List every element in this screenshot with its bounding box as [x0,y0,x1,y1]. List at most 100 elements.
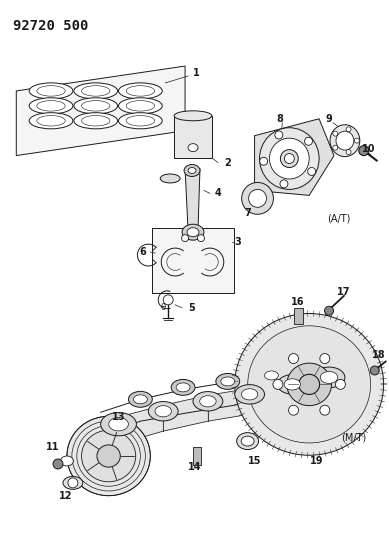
Polygon shape [250,378,292,414]
Circle shape [289,405,298,415]
Ellipse shape [313,367,345,388]
Polygon shape [185,168,200,230]
Circle shape [320,353,330,364]
Ellipse shape [305,368,319,377]
Polygon shape [163,395,208,431]
Text: 9: 9 [326,114,333,124]
Circle shape [324,306,333,315]
Ellipse shape [235,313,384,455]
Ellipse shape [60,456,74,466]
Polygon shape [119,405,163,444]
Ellipse shape [320,372,338,383]
Bar [174,116,212,158]
Ellipse shape [126,101,154,111]
Text: (A/T): (A/T) [327,213,350,223]
Text: 11: 11 [46,442,60,452]
Circle shape [260,157,268,165]
Ellipse shape [248,326,371,443]
Circle shape [346,150,351,155]
Ellipse shape [237,433,259,449]
Ellipse shape [235,385,265,404]
Ellipse shape [63,477,83,489]
Polygon shape [208,389,250,421]
Ellipse shape [176,383,190,392]
Bar [294,308,303,324]
Text: 15: 15 [248,456,261,466]
Ellipse shape [336,131,354,150]
Ellipse shape [284,154,294,164]
Circle shape [333,145,338,150]
Ellipse shape [82,101,110,111]
Text: 92720 500: 92720 500 [13,19,89,33]
Ellipse shape [280,150,298,167]
Text: 7: 7 [244,208,251,219]
Text: 3: 3 [234,237,241,247]
Circle shape [346,127,351,132]
Ellipse shape [128,391,152,407]
Ellipse shape [200,395,216,407]
Ellipse shape [174,111,212,121]
Circle shape [335,379,345,389]
Circle shape [53,459,63,469]
Ellipse shape [29,98,73,114]
Circle shape [333,131,338,136]
Ellipse shape [277,375,307,394]
Text: 17: 17 [337,287,350,297]
Circle shape [163,295,173,305]
Ellipse shape [82,116,110,126]
Circle shape [370,366,379,375]
Ellipse shape [265,371,279,380]
Text: θ: θ [161,303,166,312]
Text: 2: 2 [224,158,231,167]
Text: 12: 12 [59,491,73,501]
Ellipse shape [119,83,162,99]
Ellipse shape [133,395,147,404]
Text: 14: 14 [188,462,202,472]
Text: 19: 19 [310,456,324,466]
Ellipse shape [270,138,309,179]
Ellipse shape [160,174,180,183]
Polygon shape [292,371,329,404]
Ellipse shape [216,374,240,389]
Ellipse shape [188,167,196,173]
Polygon shape [16,66,185,156]
Circle shape [249,189,266,207]
Text: 6: 6 [139,247,146,257]
Ellipse shape [148,401,178,421]
Text: 10: 10 [362,143,375,154]
Circle shape [275,131,283,139]
Ellipse shape [74,112,117,129]
Circle shape [198,235,205,241]
Circle shape [182,235,189,241]
Ellipse shape [193,392,223,411]
Ellipse shape [330,125,360,157]
Ellipse shape [300,365,324,381]
Ellipse shape [155,406,172,417]
Ellipse shape [97,445,120,467]
Ellipse shape [126,86,154,96]
Ellipse shape [126,116,154,126]
Ellipse shape [119,98,162,114]
Text: 5: 5 [189,303,195,313]
Circle shape [68,478,78,488]
Ellipse shape [74,98,117,114]
Ellipse shape [109,417,128,431]
Ellipse shape [101,413,137,436]
Ellipse shape [74,83,117,99]
Ellipse shape [184,165,200,176]
Ellipse shape [171,379,195,395]
Ellipse shape [284,379,300,390]
Ellipse shape [188,144,198,151]
Text: 1: 1 [193,68,200,78]
Circle shape [280,180,288,188]
Text: (M/T): (M/T) [341,432,366,442]
Ellipse shape [287,363,331,406]
Bar [193,447,201,465]
Ellipse shape [182,224,204,240]
Circle shape [273,379,283,389]
Text: 8: 8 [276,114,283,124]
Circle shape [308,167,315,175]
Circle shape [305,138,312,145]
Circle shape [354,138,359,143]
Ellipse shape [37,116,65,126]
